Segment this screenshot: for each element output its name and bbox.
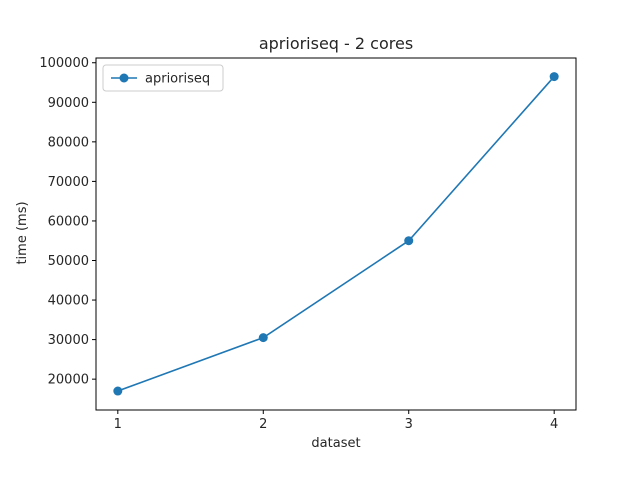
x-axis-label: dataset — [311, 436, 360, 451]
y-tick-label: 40000 — [48, 294, 89, 309]
y-tick-label: 60000 — [48, 214, 89, 229]
x-tick-label: 2 — [259, 417, 267, 432]
y-tick-label: 100000 — [39, 56, 89, 71]
y-tick-label: 80000 — [48, 135, 89, 150]
x-tick-label: 3 — [405, 417, 413, 432]
legend-label: aprioriseq — [145, 72, 210, 87]
y-axis-label: time (ms) — [15, 201, 30, 264]
x-tick-label: 4 — [550, 417, 558, 432]
data-point — [404, 236, 414, 246]
data-point — [113, 386, 123, 396]
y-tick-label: 30000 — [48, 333, 89, 348]
y-tick-label: 50000 — [48, 254, 89, 269]
chart-title: aprioriseq - 2 cores — [259, 34, 413, 53]
legend-marker — [119, 73, 129, 83]
series-line — [117, 76, 555, 392]
axes-frame — [95, 57, 577, 411]
data-point — [258, 333, 268, 343]
x-tick-label: 1 — [114, 417, 122, 432]
data-point — [549, 72, 559, 82]
y-tick-label: 90000 — [48, 96, 89, 111]
plot-area: 1 2 3 4 20000 30000 40000 50000 60000 70000 80000 9… — [39, 56, 577, 432]
legend-box — [102, 64, 224, 92]
y-tick-label: 20000 — [48, 373, 89, 388]
y-tick-label: 70000 — [48, 175, 89, 190]
